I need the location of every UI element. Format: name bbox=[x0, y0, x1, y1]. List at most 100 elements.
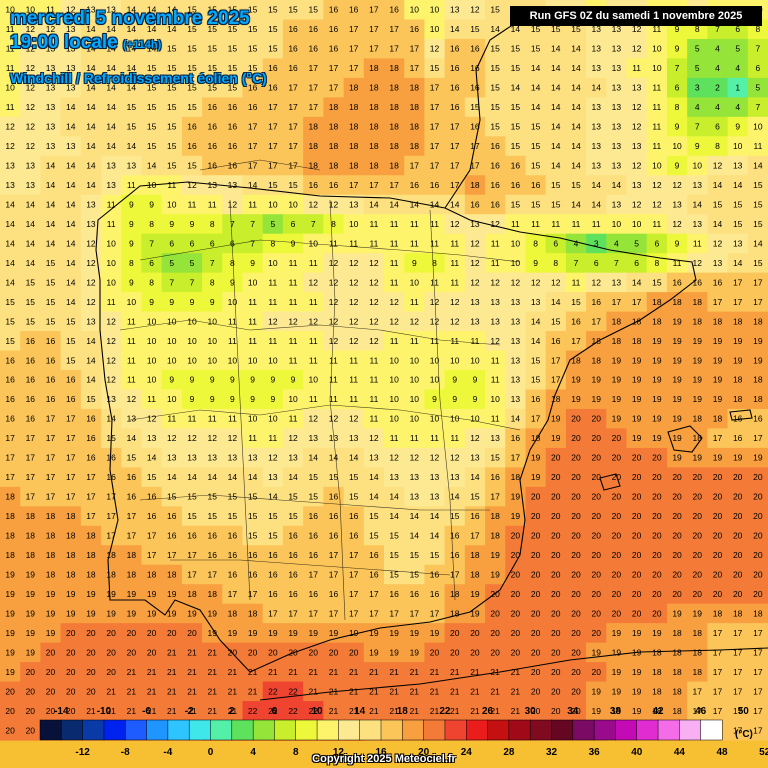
windchill-value: 14 bbox=[66, 219, 76, 229]
windchill-value: 14 bbox=[86, 355, 96, 365]
windchill-cell bbox=[363, 642, 385, 663]
windchill-value: 11 bbox=[349, 394, 358, 404]
windchill-value: 18 bbox=[26, 531, 36, 541]
windchill-cell bbox=[384, 545, 405, 566]
windchill-cell bbox=[262, 155, 284, 176]
windchill-value: 17 bbox=[228, 589, 238, 599]
windchill-cell bbox=[404, 447, 426, 468]
windchill-value: 15 bbox=[571, 24, 581, 34]
windchill-cell bbox=[687, 467, 708, 488]
windchill-value: 17 bbox=[713, 433, 723, 443]
map-subtitle: Windchill / Refroidissement éolien (°C) bbox=[10, 70, 267, 86]
windchill-value: 19 bbox=[693, 453, 703, 463]
windchill-value: 17 bbox=[106, 511, 116, 521]
windchill-value: 12 bbox=[591, 277, 601, 287]
windchill-cell bbox=[444, 175, 466, 196]
windchill-cell bbox=[222, 116, 244, 137]
windchill-cell bbox=[101, 525, 122, 546]
windchill-cell bbox=[20, 506, 42, 527]
windchill-cell bbox=[40, 233, 62, 254]
windchill-cell bbox=[40, 603, 62, 624]
windchill-value: 19 bbox=[733, 453, 743, 463]
windchill-value: 12 bbox=[490, 336, 500, 346]
windchill-cell bbox=[181, 233, 203, 254]
windchill-value: 15 bbox=[733, 199, 743, 209]
windchill-value: 15 bbox=[5, 336, 15, 346]
windchill-cell bbox=[20, 97, 42, 118]
windchill-value: 18 bbox=[511, 472, 521, 482]
windchill-cell bbox=[384, 408, 405, 430]
windchill-cell bbox=[141, 116, 163, 137]
windchill-cell bbox=[141, 331, 163, 352]
windchill-cell bbox=[666, 194, 688, 215]
windchill-value: 18 bbox=[5, 492, 15, 502]
windchill-cell bbox=[727, 233, 749, 254]
windchill-cell bbox=[141, 623, 163, 644]
windchill-value: 17 bbox=[713, 628, 723, 638]
legend-bottom-label: 52 bbox=[759, 747, 768, 758]
windchill-value: 19 bbox=[652, 375, 662, 385]
windchill-value: 20 bbox=[753, 531, 763, 541]
windchill-cell bbox=[505, 701, 527, 722]
windchill-cell bbox=[262, 58, 284, 79]
windchill-cell bbox=[202, 331, 223, 352]
windchill-value: 17 bbox=[733, 277, 743, 287]
windchill-value: 9 bbox=[270, 394, 275, 404]
windchill-value: 20 bbox=[147, 628, 157, 638]
windchill-cell bbox=[282, 0, 304, 21]
windchill-cell bbox=[727, 389, 749, 410]
windchill-cell bbox=[444, 233, 466, 254]
windchill-cell bbox=[363, 408, 385, 430]
windchill-value: 16 bbox=[551, 336, 561, 346]
windchill-value: 20 bbox=[652, 608, 662, 618]
windchill-cell bbox=[222, 155, 244, 176]
windchill-value: 5 bbox=[695, 63, 700, 73]
windchill-value: 12 bbox=[288, 316, 298, 326]
windchill-cell bbox=[202, 77, 223, 98]
windchill-value: 9 bbox=[190, 375, 195, 385]
windchill-value: 12 bbox=[26, 44, 36, 54]
windchill-value: 14 bbox=[66, 102, 76, 112]
windchill-value: 14 bbox=[511, 414, 521, 424]
windchill-value: 14 bbox=[5, 199, 15, 209]
windchill-cell bbox=[101, 681, 122, 702]
windchill-value: 18 bbox=[369, 161, 379, 171]
windchill-cell bbox=[485, 525, 506, 546]
windchill-cell bbox=[343, 486, 365, 507]
windchill-value: 21 bbox=[207, 647, 217, 657]
windchill-value: 12 bbox=[329, 316, 339, 326]
windchill-cell bbox=[687, 506, 708, 527]
windchill-cell bbox=[80, 545, 102, 566]
windchill-cell bbox=[121, 155, 143, 176]
windchill-cell bbox=[565, 467, 587, 488]
windchill-cell bbox=[505, 292, 527, 313]
windchill-cell bbox=[161, 292, 183, 313]
windchill-value: 11 bbox=[6, 24, 15, 34]
windchill-cell bbox=[80, 623, 102, 644]
windchill-cell bbox=[323, 370, 345, 391]
windchill-value: 17 bbox=[369, 24, 379, 34]
windchill-value: 20 bbox=[693, 531, 703, 541]
windchill-value: 15 bbox=[288, 180, 298, 190]
windchill-cell bbox=[242, 603, 264, 624]
windchill-cell bbox=[343, 194, 365, 215]
windchill-value: 20 bbox=[5, 686, 15, 696]
windchill-value: 19 bbox=[389, 647, 399, 657]
windchill-value: 15 bbox=[228, 83, 238, 93]
windchill-cell bbox=[646, 701, 668, 722]
windchill-value: 13 bbox=[612, 83, 622, 93]
windchill-value: 9 bbox=[452, 394, 457, 404]
windchill-value: 14 bbox=[551, 83, 561, 93]
windchill-value: 16 bbox=[329, 492, 339, 502]
windchill-value: 10 bbox=[106, 258, 116, 268]
windchill-value: 8 bbox=[210, 277, 215, 287]
windchill-cell bbox=[242, 467, 264, 488]
windchill-cell bbox=[626, 486, 648, 507]
windchill-value: 9 bbox=[129, 277, 134, 287]
windchill-cell bbox=[121, 175, 143, 196]
windchill-cell bbox=[181, 155, 203, 176]
windchill-cell bbox=[646, 292, 668, 313]
windchill-cell bbox=[485, 428, 506, 449]
windchill-value: 17 bbox=[147, 531, 157, 541]
windchill-cell bbox=[262, 506, 284, 527]
